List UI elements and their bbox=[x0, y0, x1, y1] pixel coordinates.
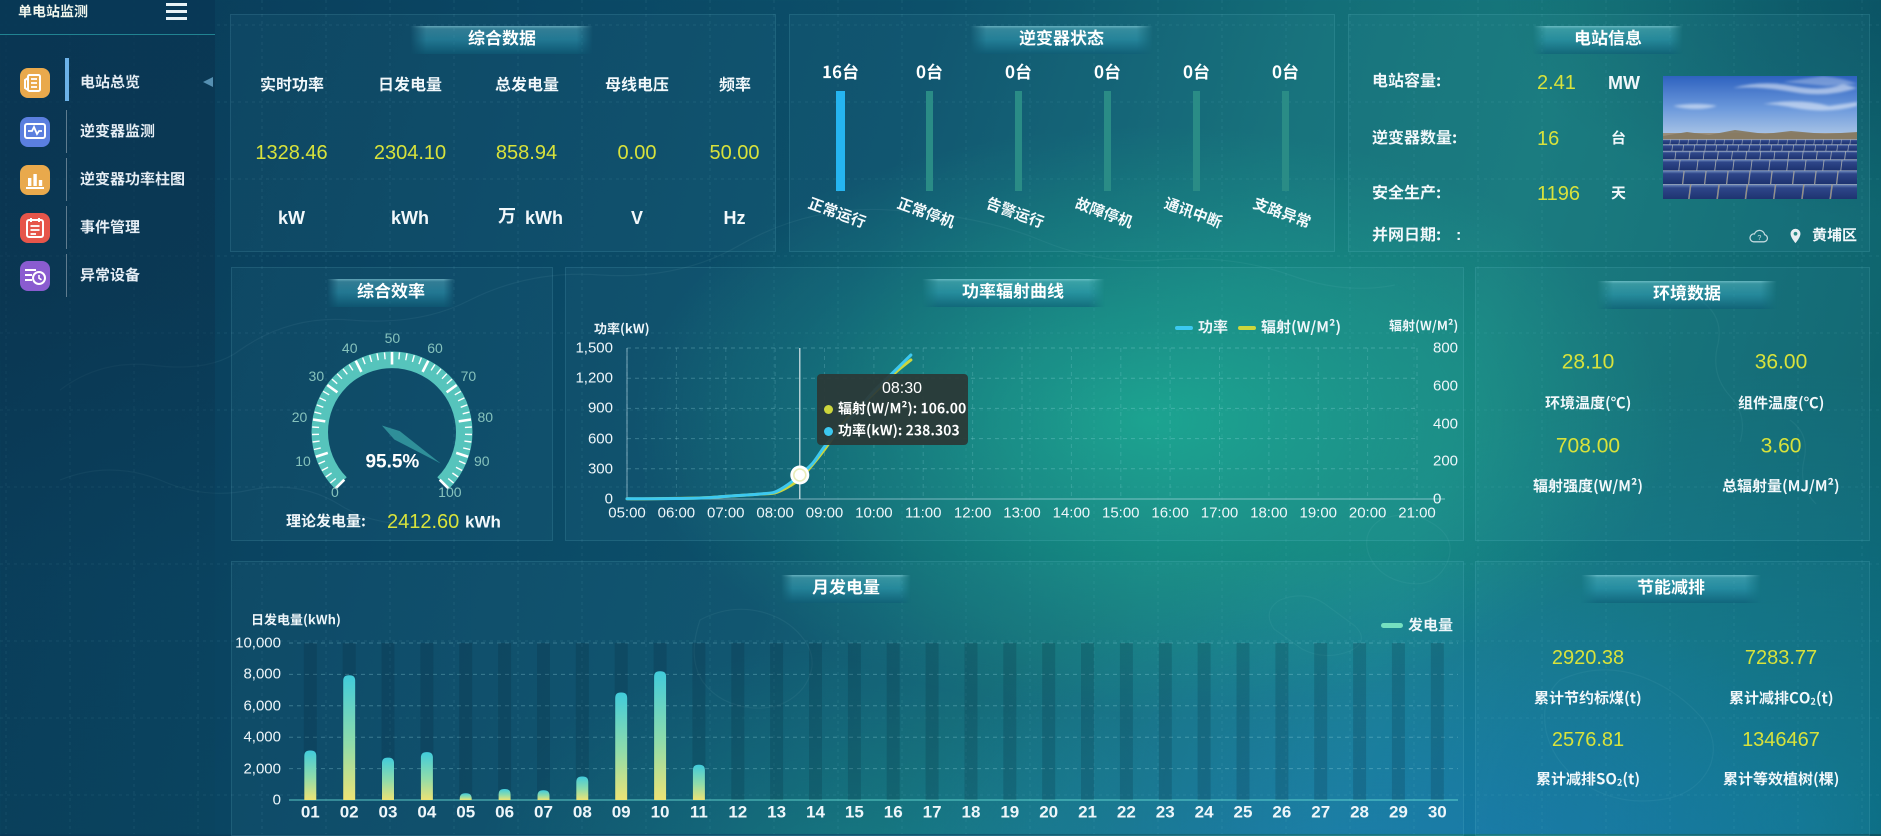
svg-text:?: ? bbox=[1757, 233, 1761, 242]
